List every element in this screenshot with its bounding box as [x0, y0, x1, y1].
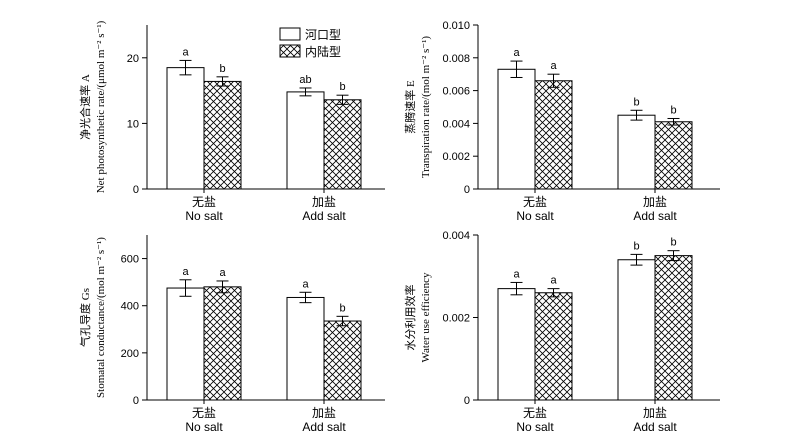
bar: [617, 114, 656, 190]
significance-label: a: [302, 278, 309, 290]
x-tick-label-cn: 无盐: [523, 406, 547, 420]
x-tick-label-en: No salt: [185, 420, 223, 434]
significance-label: a: [550, 275, 557, 287]
significance-label: b: [670, 104, 676, 116]
bar: [166, 67, 205, 190]
y-tick-label: 0.002: [442, 313, 470, 325]
bar: [654, 255, 693, 401]
legend-swatch: [279, 44, 301, 58]
significance-label: b: [339, 302, 345, 314]
x-tick-label-en: Add salt: [633, 209, 677, 223]
x-tick-label-en: Add salt: [302, 209, 346, 223]
x-tick-label-en: Add salt: [633, 420, 677, 434]
bar: [323, 99, 362, 190]
y-tick-label: 0: [133, 395, 139, 407]
y-axis-label-en: Stomatal conductance/(mol m⁻² s⁻¹): [95, 237, 107, 398]
y-axis-label-en: Water use efficiency: [420, 272, 432, 362]
bar: [654, 121, 693, 190]
bar: [286, 296, 325, 401]
y-axis-label-en: Transpiration rate/(mol m⁻² s⁻¹): [420, 36, 432, 178]
y-tick-label: 400: [121, 301, 139, 313]
y-axis-label-cn: 蒸腾速率 E: [403, 80, 417, 134]
x-tick-label-en: No salt: [516, 420, 554, 434]
significance-label: a: [182, 266, 189, 278]
y-tick-label: 0: [464, 395, 470, 407]
y-axis-label-en: Net photosynthetic rate/(μmol m⁻² s⁻¹): [95, 20, 107, 193]
y-tick-label: 10: [127, 118, 139, 130]
bar: [286, 91, 325, 190]
significance-label: a: [219, 267, 226, 279]
y-axis-label-cn: 水分利用效率: [403, 285, 417, 351]
y-tick-label: 20: [127, 53, 139, 65]
significance-label: b: [633, 240, 639, 252]
x-tick-label-en: Add salt: [302, 420, 346, 434]
significance-label: b: [339, 81, 345, 93]
bar: [203, 80, 242, 190]
y-tick-label: 0.008: [442, 53, 470, 65]
y-axis-label-cn: 气孔导度 Gs: [78, 288, 92, 347]
bar: [617, 259, 656, 401]
bar: [203, 286, 242, 401]
significance-label: ab: [299, 74, 311, 86]
x-tick-label-cn: 无盐: [192, 406, 216, 420]
significance-label: b: [633, 96, 639, 108]
x-tick-label-cn: 加盐: [312, 406, 336, 420]
x-tick-label-cn: 加盐: [643, 195, 667, 209]
significance-label: b: [219, 63, 225, 75]
x-tick-label-en: No salt: [185, 209, 223, 223]
x-tick-label-en: No salt: [516, 209, 554, 223]
y-tick-label: 0: [464, 184, 470, 196]
bar: [534, 292, 573, 401]
x-tick-label-cn: 无盐: [523, 195, 547, 209]
x-tick-label-cn: 无盐: [192, 195, 216, 209]
x-tick-label-cn: 加盐: [312, 195, 336, 209]
y-tick-label: 600: [121, 254, 139, 266]
y-tick-label: 0: [133, 184, 139, 196]
significance-label: a: [513, 47, 520, 59]
y-tick-label: 0.004: [442, 230, 470, 242]
legend-label: 内陆型: [305, 44, 341, 59]
bar: [323, 320, 362, 401]
y-tick-label: 0.010: [442, 20, 470, 32]
bar: [534, 80, 573, 190]
y-tick-label: 0.002: [442, 151, 470, 163]
bar: [166, 287, 205, 401]
y-tick-label: 200: [121, 348, 139, 360]
x-tick-label-cn: 加盐: [643, 406, 667, 420]
y-tick-label: 0.006: [442, 86, 470, 98]
y-axis-label-cn: 净光合速率 A: [78, 74, 92, 140]
legend-label: 河口型: [305, 28, 341, 42]
significance-label: a: [513, 268, 520, 280]
bar: [497, 288, 536, 401]
bar: [497, 68, 536, 190]
significance-label: a: [182, 46, 189, 58]
significance-label: b: [670, 237, 676, 249]
y-tick-label: 0.004: [442, 118, 470, 130]
significance-label: a: [550, 60, 557, 72]
legend-swatch: [279, 27, 301, 41]
